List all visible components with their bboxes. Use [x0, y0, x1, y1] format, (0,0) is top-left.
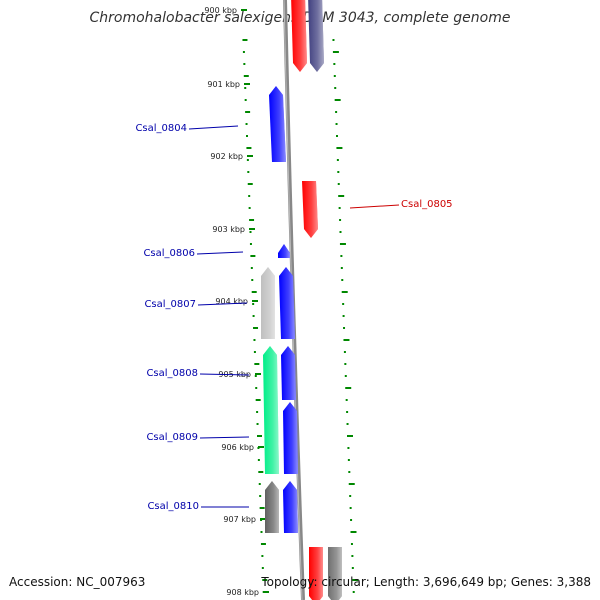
gene-label-leader	[199, 436, 250, 439]
gene-arrow[interactable]	[328, 547, 342, 600]
gene-label[interactable]: Csal_0807	[144, 299, 196, 310]
gene-arrow[interactable]	[291, 0, 307, 72]
gene-arrow[interactable]	[261, 267, 275, 339]
scale-tick-label: 908 kbp	[226, 588, 259, 597]
gene-labels: Csal_0804 Csal_0805 Csal_0806 Csal_0807 Csal…	[135, 123, 452, 512]
gene-label[interactable]: Csal_0809	[146, 432, 198, 443]
scale-tick-label: 901 kbp	[207, 80, 240, 89]
accession-text: Accession: NC_007963	[9, 575, 146, 589]
gene-arrow[interactable]	[263, 346, 279, 474]
gene-arrow[interactable]	[309, 547, 323, 600]
gene-arrow[interactable]	[278, 244, 290, 258]
scale-tick-label: 903 kbp	[212, 225, 245, 234]
scale-tick-label: 904 kbp	[215, 297, 248, 306]
gene-label-leader	[197, 302, 248, 306]
gene-arrow[interactable]	[308, 0, 324, 72]
gene-label-leader	[349, 204, 400, 209]
scale-tick-label: 907 kbp	[223, 515, 256, 524]
gene-label[interactable]: Csal_0804	[135, 123, 187, 134]
gc-skew-dots	[242, 39, 359, 593]
scale-tick-label: 902 kbp	[210, 152, 243, 161]
gene-arrow[interactable]	[279, 267, 295, 339]
gene-arrow[interactable]	[269, 86, 286, 162]
gene-arrow[interactable]	[283, 481, 298, 533]
gene-label[interactable]: Csal_0810	[147, 501, 199, 512]
topology-summary: Topology: circular; Length: 3,696,649 bp…	[261, 575, 591, 589]
scale-tick-label: 906 kbp	[221, 443, 254, 452]
gene-label[interactable]: Csal_0805	[401, 199, 453, 210]
gene-arrow[interactable]	[283, 402, 298, 474]
scale-tick-label: 900 kbp	[204, 6, 237, 15]
gene-label[interactable]: Csal_0808	[146, 368, 198, 379]
gene-arrow[interactable]	[265, 481, 279, 533]
gene-arrow[interactable]	[302, 181, 318, 238]
gene-features	[261, 0, 342, 600]
gene-label-leader	[188, 125, 239, 130]
gene-label-leader	[196, 251, 244, 255]
gene-label[interactable]: Csal_0806	[143, 248, 195, 259]
gene-label-leader	[199, 373, 250, 376]
gene-arrow[interactable]	[281, 346, 296, 400]
